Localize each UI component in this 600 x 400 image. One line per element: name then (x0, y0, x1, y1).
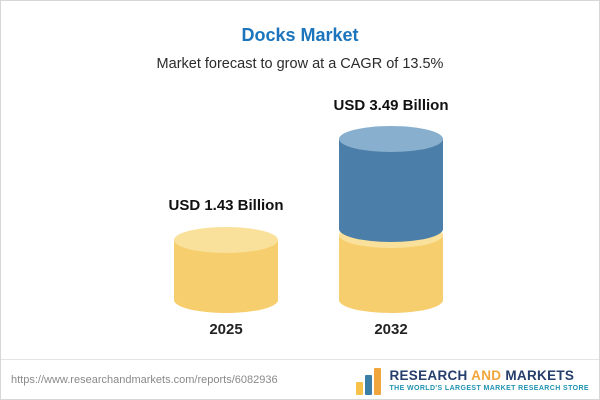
logo-word-research: RESEARCH (389, 367, 468, 383)
bar-cylinder-2032 (339, 126, 443, 313)
footer: https://www.researchandmarkets.com/repor… (1, 359, 599, 399)
report-url: https://www.researchandmarkets.com/repor… (11, 373, 278, 386)
logo-word-markets: MARKETS (505, 367, 575, 383)
bar-chart-logo-icon (354, 365, 382, 395)
logo-word-and: AND (471, 367, 502, 383)
logo-text: RESEARCH AND MARKETS THE WORLD'S LARGEST… (389, 368, 589, 392)
bar-2032-yellow-segment (339, 235, 443, 313)
chart-subtitle: Market forecast to grow at a CAGR of 13.… (156, 56, 444, 72)
chart-title: Docks Market (241, 25, 359, 45)
value-label-2032: USD 3.49 Billion (333, 97, 449, 114)
bar-2032-top-ellipse (339, 126, 443, 152)
value-label-2025: USD 1.43 Billion (168, 197, 284, 214)
bar-2025-top-ellipse (174, 227, 278, 253)
logo-tagline: THE WORLD'S LARGEST MARKET RESEARCH STOR… (389, 384, 589, 392)
logo-name: RESEARCH AND MARKETS (389, 368, 589, 383)
logo-bar-1 (355, 381, 363, 395)
logo-bar-2 (364, 374, 372, 395)
research-and-markets-logo: RESEARCH AND MARKETS THE WORLD'S LARGEST… (354, 365, 589, 395)
logo-bar-3 (373, 367, 381, 395)
axis-label-2032: 2032 (374, 321, 408, 338)
bar-2032-blue-segment (339, 139, 443, 242)
axis-label-2025: 2025 (209, 321, 243, 338)
bar-cylinder-2025 (174, 227, 278, 313)
